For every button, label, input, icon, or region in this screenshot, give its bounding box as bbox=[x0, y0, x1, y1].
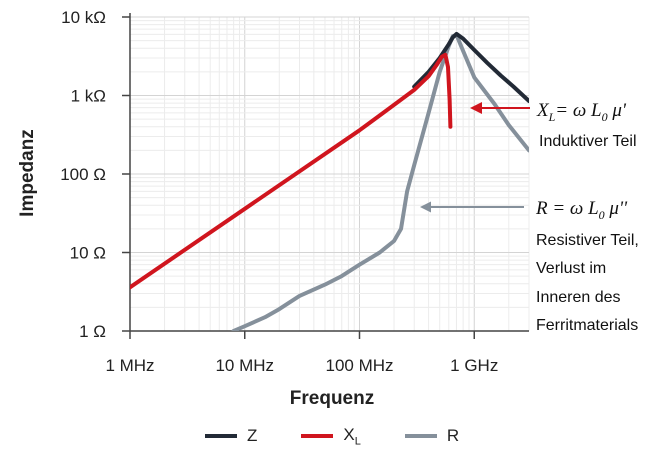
annotation-r-arrowhead bbox=[420, 201, 431, 213]
x-tick-label: 1 MHz bbox=[105, 356, 154, 375]
legend-label-z: Z bbox=[247, 426, 258, 445]
axes bbox=[122, 13, 529, 339]
data-series bbox=[130, 31, 529, 331]
annotation-r: R = ω L0 μ'' Resistiver Teil, Verlust im… bbox=[420, 198, 639, 334]
tick-labels: 1 Ω 10 Ω 100 Ω 1 kΩ 10 kΩ 1 MHz 10 MHz 100 MHz 1… bbox=[60, 8, 498, 375]
x-tick-label: 1 GHz bbox=[450, 356, 498, 375]
x-tick-label: 10 MHz bbox=[215, 356, 274, 375]
legend-item-xl: XL bbox=[301, 424, 361, 448]
annotation-xl-arrowhead bbox=[470, 102, 482, 114]
annotation-xl-formula: XL= ω L0 μ' bbox=[536, 100, 627, 124]
y-tick-label: 10 kΩ bbox=[61, 8, 106, 27]
grid bbox=[129, 16, 530, 332]
y-axis-title: Impedanz bbox=[17, 129, 38, 217]
legend-label-xl: XL bbox=[343, 424, 361, 448]
annotation-r-caption-4: Ferritmaterials bbox=[536, 317, 638, 334]
legend-label-r: R bbox=[446, 426, 460, 445]
y-tick-label: 10 Ω bbox=[70, 244, 106, 263]
y-tick-label: 100 Ω bbox=[60, 165, 106, 184]
series-line-r bbox=[231, 33, 529, 331]
legend-item-r: R bbox=[404, 426, 460, 446]
series-line-xl bbox=[130, 52, 453, 290]
x-tick-label: 100 MHz bbox=[325, 356, 393, 375]
annotation-r-formula: R = ω L0 μ'' bbox=[535, 198, 628, 222]
legend-swatch-xl bbox=[301, 433, 334, 438]
y-tick-label: 1 Ω bbox=[79, 322, 106, 341]
annotation-r-caption-3: Inneren des bbox=[536, 289, 621, 306]
legend: Z XL R bbox=[205, 424, 503, 448]
annotation-xl-caption: Induktiver Teil bbox=[539, 133, 637, 150]
impedance-chart: 1 Ω 10 Ω 100 Ω 1 kΩ 10 kΩ 1 MHz 10 MHz 100 MHz 1… bbox=[17, 8, 639, 409]
legend-swatch-r bbox=[404, 434, 437, 438]
legend-swatch-z bbox=[205, 434, 237, 438]
x-axis-title: Frequenz bbox=[290, 388, 374, 409]
annotation-r-caption-2: Verlust im bbox=[536, 260, 606, 277]
legend-item-z: Z bbox=[205, 426, 257, 446]
y-tick-label: 1 kΩ bbox=[71, 87, 106, 106]
annotation-xl: XL= ω L0 μ' Induktiver Teil bbox=[470, 100, 637, 150]
annotation-r-caption-1: Resistiver Teil, bbox=[536, 232, 639, 249]
